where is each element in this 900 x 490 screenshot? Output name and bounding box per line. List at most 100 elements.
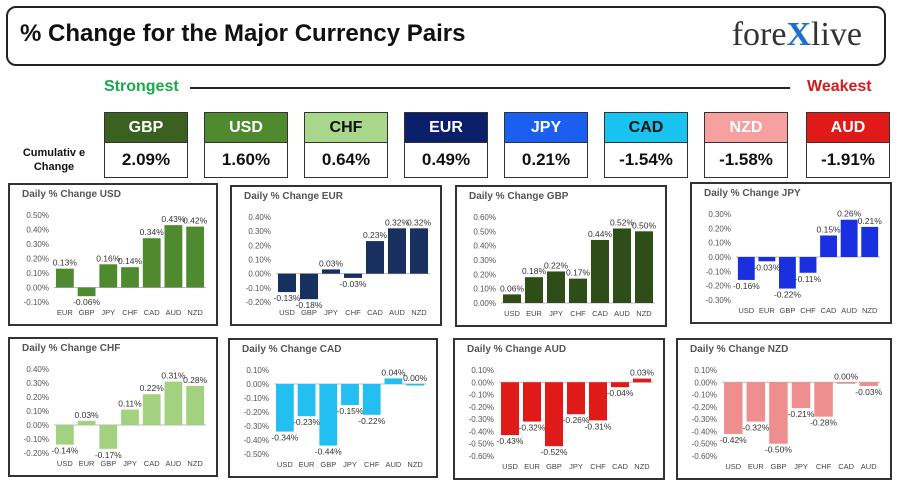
bar [634,231,654,303]
y-tick-label: 0.00% [473,299,496,308]
y-tick-label: 0.40% [473,242,496,251]
data-label: -0.03% [753,262,780,272]
category-label: EUR [526,309,542,318]
y-tick-label: 0.30% [26,240,49,249]
bar [55,425,74,445]
bar [186,226,205,288]
y-tick-label: 0.20% [473,270,496,279]
data-label: 0.23% [363,230,388,240]
y-tick-label: -0.40% [692,427,717,436]
category-label: USD [57,459,73,468]
y-tick-label: 0.30% [473,256,496,265]
bar [814,382,833,417]
currency-cumulative-value: 0.64% [304,143,388,178]
data-label: 0.03% [630,368,655,378]
chart-cad: 0.10% 0.00% -0.10% -0.20% -0.30% -0.40% -0.50%… [244,366,428,469]
bar [384,378,403,384]
y-tick-label: -0.50% [469,440,494,449]
y-tick-label: 0.00% [694,378,717,387]
y-tick-label: 0.10% [248,256,271,265]
category-label: AUD [841,306,857,315]
y-tick-label: -0.10% [692,391,717,400]
panel-cad: Daily % Change CAD 0.10% 0.00% -0.10% -0.20… [228,338,438,478]
currency-code: AUD [806,112,890,143]
bar [186,385,205,425]
chart-eur: 0.40%0.30%0.20%0.10%0.00%-0.10%-0.20% -0.… [246,213,432,317]
category-label: CAD [821,306,837,315]
data-label: 0.03% [75,410,100,420]
bar [500,382,520,436]
category-label: USD [725,462,741,471]
currency-code: NZD [704,112,788,143]
currency-box-cad: CAD -1.54% [604,112,688,178]
chart-jpy: 0.30%0.20%0.10%0.00%-0.10%-0.20%-0.30%-0… [706,209,883,315]
data-label: 0.43% [161,214,186,224]
logo-text-left: fore [731,16,787,53]
data-label: -0.32% [519,423,546,433]
currency-cumulative-value: -1.54% [604,143,688,178]
data-label: 0.42% [183,216,208,226]
data-label: -0.44% [315,447,342,457]
bar [164,381,183,425]
currency-cumulative-value: -1.91% [806,143,890,178]
category-label: JPY [569,462,583,471]
bar [77,420,96,425]
panel-eur: Daily % Change EUR 0.40% 0.30% 0.20% 0.10% 0… [230,185,442,326]
chart-title: Daily % Change EUR [244,191,343,202]
y-tick-label: 0.20% [708,224,731,233]
bar [724,382,743,434]
y-tick-label: -0.40% [469,427,494,436]
category-label: JPY [324,308,338,317]
y-tick-label: 0.30% [26,379,49,388]
data-label: 0.00% [403,373,428,383]
data-label: -0.13% [274,293,301,303]
currency-code: GBP [104,112,188,143]
category-label: CHF [816,462,832,471]
category-label: USD [738,306,754,315]
category-label: CAD [592,309,608,318]
category-label: GBP [780,306,796,315]
bar [820,235,838,257]
data-label: -0.16% [733,281,760,291]
data-label: 0.28% [183,375,208,385]
panel-usd: Daily % Change USD 0.50% 0.40% 0.30% 0.20% 0… [8,183,218,326]
currency-cumulative-value: 1.60% [204,143,288,178]
bar [55,268,74,288]
data-label: -0.42% [720,435,747,445]
cumulative-label-line1: Cumulativ e [22,147,86,159]
currency-box-gbp: GBP 2.09% [104,112,188,178]
panel-aud: Daily % Change AUD 0.10% 0.00% -0.10% -0.20… [453,338,665,480]
y-tick-label: 0.00% [246,380,269,389]
category-label: USD [504,309,520,318]
chart-title: Daily % Change CAD [242,344,342,355]
category-label: NZD [411,308,427,317]
data-label: -0.32% [742,423,769,433]
y-tick-label: -0.30% [692,415,717,424]
bar [409,228,429,274]
y-tick-label: -0.50% [244,450,269,459]
category-label: USD [277,460,293,469]
category-label: JPY [549,309,563,318]
bar [840,219,858,257]
data-label: -0.03% [340,279,367,289]
category-label: CHF [590,462,606,471]
bar [791,382,811,409]
currency-box-jpy: JPY 0.21% [504,112,588,178]
bar [522,382,542,422]
chart-gbp: 0.60% 0.50% 0.40% 0.30% 0.20% 0.10% 0.00% 0.06%… [473,213,656,318]
y-tick-label: 0.00% [708,253,731,262]
category-label: JPY [123,459,137,468]
category-label: EUR [748,462,764,471]
category-label: CHF [570,309,586,318]
y-tick-label: 0.20% [248,241,271,250]
y-tick-label: -0.20% [24,449,49,458]
y-tick-label: -0.20% [692,403,717,412]
bar [861,226,879,257]
bar [343,273,363,278]
data-label: -0.21% [788,409,815,419]
y-tick-label: 0.40% [26,226,49,235]
category-label: AUD [614,309,630,318]
y-tick-label: -0.10% [24,298,49,307]
bar [297,384,316,417]
category-label: CHF [345,308,361,317]
